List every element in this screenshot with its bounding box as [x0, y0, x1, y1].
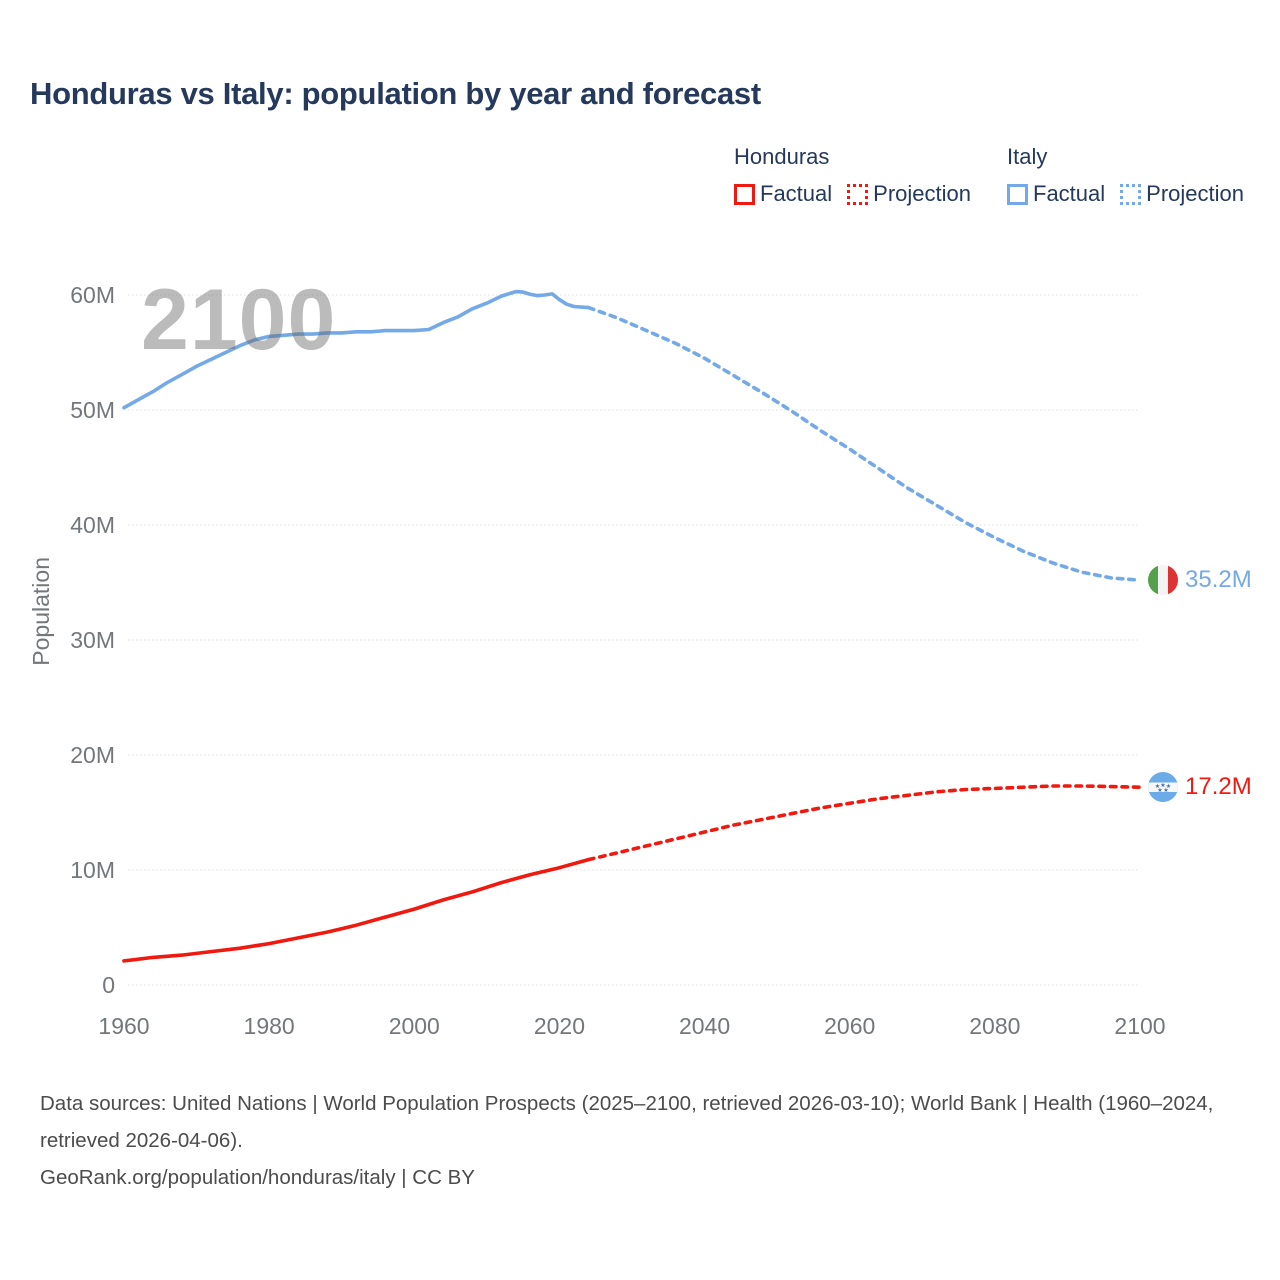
watermark: 2100: [141, 272, 337, 368]
honduras-factual-line: [122, 857, 591, 963]
legend-group-honduras: Honduras Factual Projection: [734, 144, 971, 207]
honduras-projection-swatch-icon: [847, 183, 869, 205]
italy-flag-icon: [1148, 565, 1178, 595]
legend-label: Factual: [760, 181, 833, 206]
legend-item-italy-projection[interactable]: Projection: [1120, 181, 1244, 207]
x-tick-label: 2020: [533, 1013, 585, 1039]
legend: Honduras Factual Projection Italy Factua…: [734, 144, 1244, 207]
svg-text:★: ★: [1157, 787, 1162, 794]
y-tick-label: 50M: [70, 397, 115, 423]
legend-row-honduras: Factual Projection: [734, 181, 971, 207]
italy-factual-line: [122, 289, 591, 410]
legend-item-honduras-projection[interactable]: Projection: [847, 181, 971, 207]
legend-row-italy: Factual Projection: [1007, 181, 1244, 207]
y-tick-label: 0: [102, 972, 115, 998]
legend-group-italy: Italy Factual Projection: [1007, 144, 1244, 207]
y-tick-label: 20M: [70, 742, 115, 768]
x-tick-label: 1960: [98, 1013, 150, 1039]
svg-text:★: ★: [1160, 782, 1165, 789]
attribution-link[interactable]: GeoRank.org/population/honduras/italy | …: [40, 1165, 475, 1189]
legend-label: Factual: [1033, 181, 1106, 206]
x-tick-label: 2040: [678, 1013, 731, 1039]
y-tick-label: 40M: [70, 512, 115, 538]
y-tick-label: 60M: [70, 282, 115, 308]
legend-header-honduras: Honduras: [734, 144, 830, 169]
svg-text:★: ★: [1163, 787, 1168, 794]
legend-item-italy-factual[interactable]: Factual: [1007, 181, 1105, 207]
x-tick-label: 2100: [1114, 1013, 1166, 1039]
honduras-end-value-label: 17.2M: [1185, 773, 1252, 800]
legend-label: Projection: [873, 181, 971, 206]
honduras-projection-line: [586, 784, 1142, 862]
italy-projection-line: [586, 305, 1142, 582]
x-tick-label: 2000: [388, 1013, 440, 1039]
legend-label: Projection: [1146, 181, 1244, 206]
y-tick-label: 30M: [70, 627, 115, 653]
chart-title: Honduras vs Italy: population by year an…: [30, 76, 761, 111]
italy-end-value-label: 35.2M: [1185, 566, 1252, 593]
italy-factual-swatch-icon: [1007, 183, 1028, 205]
svg-text:★: ★: [1166, 783, 1171, 790]
italy-projection-swatch-icon: [1120, 183, 1142, 205]
honduras-flag-icon: ★ ★ ★ ★ ★: [1148, 772, 1178, 802]
x-tick-label: 2080: [969, 1013, 1021, 1039]
x-tick-label: 2060: [824, 1013, 876, 1039]
footer: Data sources: United Nations | World Pop…: [40, 1086, 1235, 1197]
data-sources-text: Data sources: United Nations | World Pop…: [40, 1092, 1214, 1152]
y-tick-label: 10M: [70, 857, 115, 883]
legend-item-honduras-factual[interactable]: Factual: [734, 181, 832, 207]
svg-text:★: ★: [1155, 783, 1160, 790]
honduras-factual-swatch-icon: [734, 183, 755, 205]
legend-header-italy: Italy: [1007, 144, 1048, 169]
x-tick-label: 1980: [243, 1013, 295, 1039]
